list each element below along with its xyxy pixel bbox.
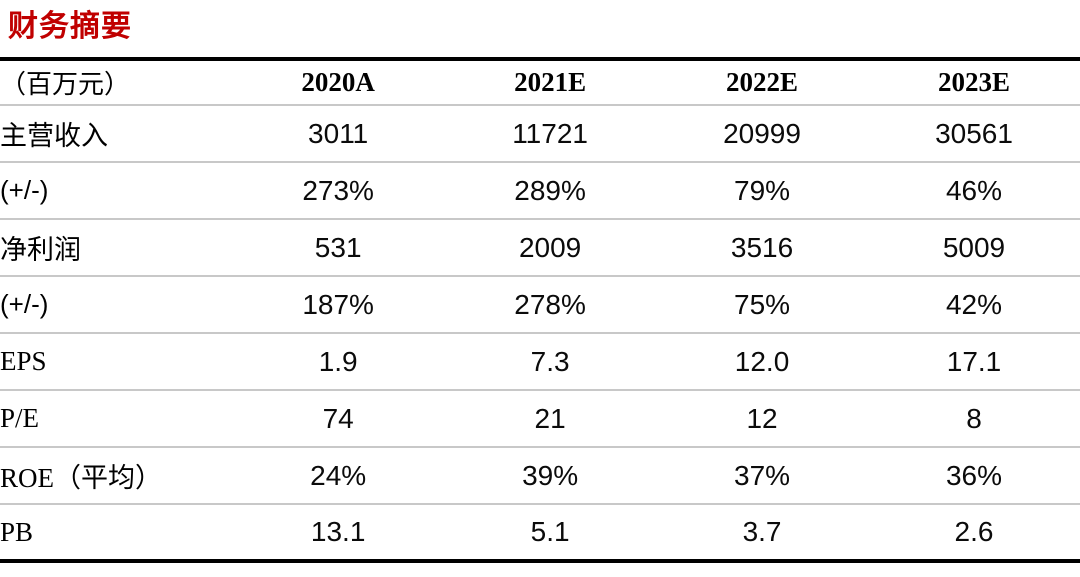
cell-pb-2020a: 13.1 xyxy=(310,516,366,547)
column-header-2020a: 2020A xyxy=(301,67,375,97)
cell-roe-2020a: 24% xyxy=(310,459,367,491)
column-header-2021e: 2021E xyxy=(514,67,587,97)
cell-pe-2020a: 74 xyxy=(322,402,354,434)
unit-header-cell: （百万元） xyxy=(0,70,131,99)
table-row-eps: EPS 1.9 7.3 12.0 17.1 xyxy=(0,333,1080,390)
cell-net-profit-2022e: 3516 xyxy=(730,231,794,263)
cell-revenue-growth-2022e: 79% xyxy=(734,174,791,206)
column-header-2022e: 2022E xyxy=(726,67,799,97)
table-row-revenue-growth: (+/-) 273% 289% 79% 46% xyxy=(0,162,1080,219)
table-row-revenue: 主营收入 3011 11721 20999 30561 xyxy=(0,105,1080,162)
cell-revenue-2023e: 30561 xyxy=(935,117,1013,149)
financial-summary-table: （百万元） 2020A 2021E 2022E 2023E 主营收入 3011 … xyxy=(0,57,1080,563)
cell-net-profit-2021e: 2009 xyxy=(518,231,582,263)
table-row-net-profit-growth: (+/-) 187% 278% 75% 42% xyxy=(0,276,1080,333)
cell-roe-2022e: 37% xyxy=(734,459,791,491)
cell-revenue-2020a: 3011 xyxy=(308,117,369,149)
cell-revenue-2021e: 11721 xyxy=(512,117,588,149)
cell-pb-2022e: 3.7 xyxy=(742,516,782,547)
row-label-revenue-growth: (+/-) xyxy=(0,175,49,205)
cell-eps-2023e: 17.1 xyxy=(946,345,1002,377)
cell-net-profit-growth-2022e: 75% xyxy=(734,288,791,320)
cell-net-profit-2023e: 5009 xyxy=(942,231,1006,263)
cell-revenue-growth-2021e: 289% xyxy=(514,174,586,206)
cell-net-profit-growth-2020a: 187% xyxy=(302,288,374,320)
cell-eps-2022e: 12.0 xyxy=(734,345,790,377)
cell-revenue-growth-2023e: 46% xyxy=(945,174,1003,206)
cell-net-profit-growth-2023e: 42% xyxy=(945,288,1003,320)
row-label-net-profit: 净利润 xyxy=(0,235,81,265)
cell-roe-2023e: 36% xyxy=(945,459,1003,491)
table-row-pe: P/E 74 21 12 8 xyxy=(0,390,1080,447)
table-row-pb: PB 13.1 5.1 3.7 2.6 xyxy=(0,504,1080,561)
table-row-net-profit: 净利润 531 2009 3516 5009 xyxy=(0,219,1080,276)
page-title: 财务摘要 xyxy=(8,10,132,43)
cell-eps-2021e: 7.3 xyxy=(530,345,570,377)
cell-eps-2020a: 1.9 xyxy=(318,345,358,377)
table-header-row: （百万元） 2020A 2021E 2022E 2023E xyxy=(0,59,1080,105)
cell-roe-2021e: 39% xyxy=(522,459,579,491)
row-label-pb: PB xyxy=(0,516,34,547)
cell-pb-2021e: 5.1 xyxy=(530,516,570,547)
cell-revenue-growth-2020a: 273% xyxy=(302,174,374,206)
row-label-revenue: 主营收入 xyxy=(0,121,108,151)
cell-pe-2021e: 21 xyxy=(534,402,566,434)
cell-net-profit-growth-2021e: 278% xyxy=(514,288,586,320)
cell-pb-2023e: 2.6 xyxy=(954,516,994,547)
column-header-2023e: 2023E xyxy=(937,67,1010,97)
cell-pe-2023e: 8 xyxy=(966,402,982,434)
table-row-roe: ROE（平均） 24% 39% 37% 36% xyxy=(0,447,1080,504)
cell-net-profit-2020a: 531 xyxy=(314,231,362,263)
cell-pe-2022e: 12 xyxy=(746,402,778,434)
cell-revenue-2022e: 20999 xyxy=(723,117,801,149)
row-label-roe: ROE（平均） xyxy=(0,463,162,493)
row-label-pe: P/E xyxy=(0,403,40,433)
row-label-net-profit-growth: (+/-) xyxy=(0,289,49,319)
row-label-eps: EPS xyxy=(0,346,47,376)
